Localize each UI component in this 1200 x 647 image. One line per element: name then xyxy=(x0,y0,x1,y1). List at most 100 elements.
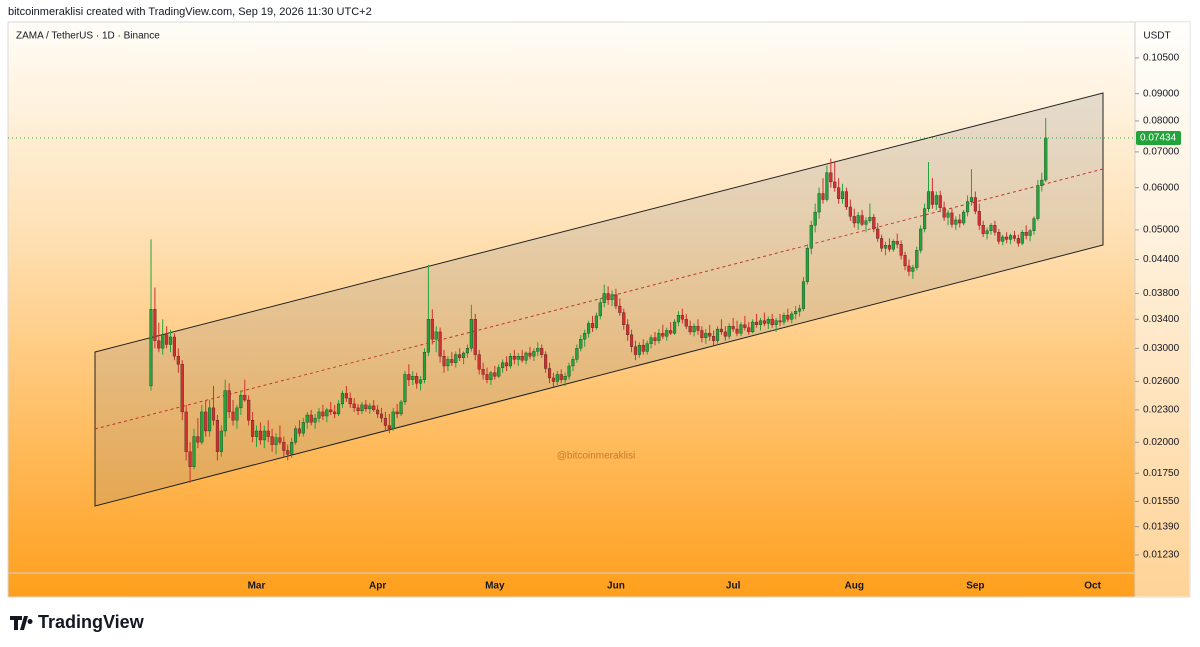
candle-body xyxy=(395,411,399,415)
candle-body xyxy=(415,376,419,384)
candle-body xyxy=(856,215,860,224)
candle-body xyxy=(508,356,512,367)
candle-body xyxy=(973,197,977,212)
candle-body xyxy=(661,333,665,337)
candle-body xyxy=(954,219,958,225)
candle-body xyxy=(966,201,970,213)
y-tick-label: 0.01390 xyxy=(1143,521,1180,532)
candle-body xyxy=(551,377,555,382)
candle-body xyxy=(758,320,763,325)
candle-body xyxy=(590,323,595,328)
candle-body xyxy=(290,442,294,455)
candle-body xyxy=(516,356,520,360)
y-tick-label: 0.01750 xyxy=(1143,468,1180,479)
candle-body xyxy=(630,334,634,347)
candle-body xyxy=(977,211,981,226)
y-tick-label: 0.09000 xyxy=(1143,88,1180,99)
candle-body xyxy=(805,248,809,282)
candle-body xyxy=(1024,232,1028,236)
candle-body xyxy=(399,401,403,415)
x-tick-label: May xyxy=(485,581,505,592)
candle-body xyxy=(727,326,731,337)
candle-body xyxy=(520,356,524,361)
candle-body xyxy=(231,411,235,421)
candle-body xyxy=(899,244,903,256)
candle-body xyxy=(215,420,219,452)
candle-body xyxy=(219,430,223,452)
candle-body xyxy=(333,411,337,415)
candle-body xyxy=(254,430,259,437)
candle-body xyxy=(817,193,821,213)
currency: USDT xyxy=(1143,31,1170,42)
candle-body xyxy=(430,319,434,340)
candle-body xyxy=(649,337,653,344)
candle-body xyxy=(985,230,989,234)
candle-body xyxy=(747,327,751,333)
candle-body xyxy=(200,411,204,443)
candle-body xyxy=(165,334,169,345)
candle-body xyxy=(211,407,216,421)
candle-body xyxy=(266,430,270,437)
candle-body xyxy=(895,241,899,245)
y-tick-label: 0.03000 xyxy=(1143,343,1180,354)
candle-body xyxy=(391,411,395,429)
candle-body xyxy=(665,330,669,337)
price-axis xyxy=(1135,22,1190,597)
candle-body xyxy=(794,311,798,315)
candle-body xyxy=(969,197,974,202)
x-tick-label: Oct xyxy=(1084,581,1101,592)
candle-body xyxy=(329,409,333,413)
candle-body xyxy=(1020,232,1024,244)
candle-body xyxy=(352,403,356,409)
candle-body xyxy=(1028,230,1032,236)
candle-body xyxy=(993,225,997,233)
candle-body xyxy=(743,324,747,328)
candle-body xyxy=(442,356,446,367)
candle-body xyxy=(239,395,243,409)
candle-body xyxy=(860,215,864,225)
plot xyxy=(8,92,1135,507)
candle-body xyxy=(813,211,817,226)
candle-body xyxy=(379,413,384,419)
candle-body xyxy=(653,337,657,341)
candle-body xyxy=(153,309,157,341)
y-tick-label: 0.08000 xyxy=(1143,116,1180,127)
candle-body xyxy=(809,225,813,249)
candle-body xyxy=(575,348,579,360)
candle-body xyxy=(676,315,680,323)
candle-body xyxy=(251,420,255,437)
y-tick-label: 0.02300 xyxy=(1143,405,1180,416)
candle-body xyxy=(997,232,1001,242)
candle-body xyxy=(790,313,794,320)
candle-body xyxy=(1001,236,1005,242)
y-tick-label: 0.02000 xyxy=(1143,437,1180,448)
candle-body xyxy=(1005,236,1009,240)
candle-body xyxy=(1012,235,1016,239)
candle-body xyxy=(426,319,430,353)
candle-body xyxy=(180,364,184,413)
candle-body xyxy=(469,319,473,349)
candle-body xyxy=(372,405,376,411)
candle-body xyxy=(688,326,692,333)
candle-body xyxy=(544,354,548,369)
candle-body xyxy=(481,369,485,375)
candle-body xyxy=(864,220,868,225)
candle-body xyxy=(438,331,442,357)
candle-body xyxy=(708,333,712,337)
candle-body xyxy=(149,309,153,387)
candle-body xyxy=(477,354,481,370)
candle-body xyxy=(340,393,344,405)
x-tick-label: Mar xyxy=(248,581,266,592)
candle-body xyxy=(872,217,876,230)
candle-body xyxy=(489,372,493,380)
last-price-label: 0.07434 xyxy=(1140,133,1177,144)
candle-body xyxy=(594,315,598,328)
candle-body xyxy=(282,442,286,451)
candle-body xyxy=(837,187,841,199)
candle-body xyxy=(989,225,993,231)
candle-body xyxy=(579,339,583,349)
candle-body xyxy=(598,302,602,317)
candle-body xyxy=(512,356,516,360)
candle-body xyxy=(680,315,684,320)
